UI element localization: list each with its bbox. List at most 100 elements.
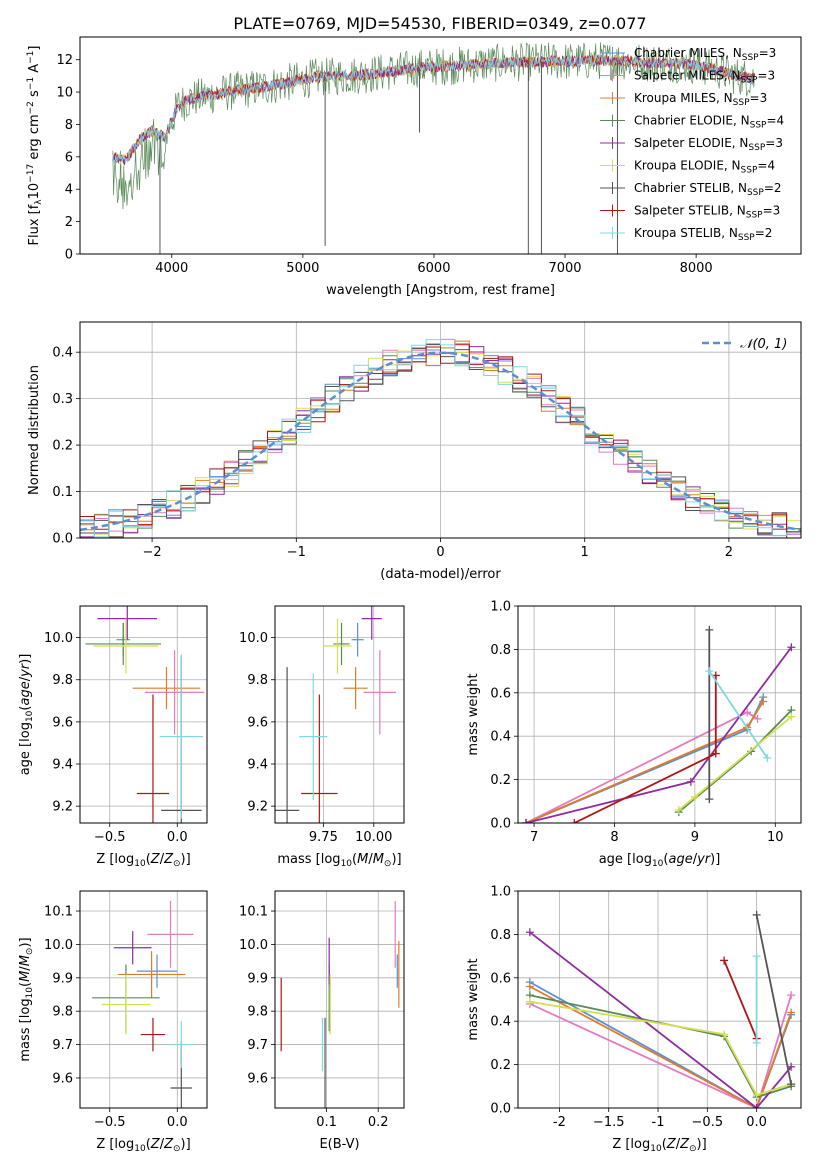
- plot-area-spectrum: [112, 42, 755, 254]
- weight-marker: [720, 1030, 729, 1039]
- errorbar-point: [132, 667, 201, 710]
- legend-entry-sub: SSP: [742, 53, 759, 63]
- legend-entry-sub: SSP: [746, 211, 763, 221]
- errorbar-point: [144, 650, 205, 735]
- weight-marker: [752, 1090, 761, 1099]
- legend-entry-label: Chabrier MILES, N: [634, 46, 742, 60]
- y-tick-label: 9.8: [247, 1005, 268, 1020]
- axes-frame: [517, 605, 802, 824]
- panel-mass_vs_Z: −0.5 0.0 9.6 9.7 9.8 9.9 10.0 10.1 Z [log10(Z/Z⊙…: [18, 890, 208, 1154]
- panel-residual_hist: −2 −1 0 1 2 0.0 0.1 0.2 0.3 0.4 (data-model)/error…: [27, 321, 802, 582]
- y-tick-label: 0.0: [52, 532, 73, 547]
- errorbar-point: [140, 1017, 166, 1052]
- errorbar-point: [85, 622, 162, 665]
- errorbar-point: [343, 667, 368, 710]
- x-tick-label: 0.2: [368, 1115, 389, 1130]
- plot-area-mass_vs_Z: [92, 901, 194, 1108]
- legend-entry-count: =4: [766, 114, 784, 128]
- errorbar-point: [136, 694, 170, 823]
- y-tick-label: 9.9: [247, 971, 268, 986]
- legend-entry-sub: SSP: [741, 166, 758, 176]
- x-tick-label: −2: [143, 545, 162, 560]
- weight-marker: [752, 910, 761, 919]
- legend-entry-count: =3: [765, 136, 783, 150]
- legend-entry-count: =3: [763, 204, 781, 218]
- legend-entry-count: =3: [759, 46, 777, 60]
- y-tick-label: 8: [65, 118, 73, 133]
- y-tick-label: 9.8: [247, 673, 268, 688]
- plot-area-mass_vs_ebv: [280, 901, 400, 1108]
- weight-line: [529, 931, 792, 1108]
- legend-entry: Chabrier MILES, NSSP=3: [634, 46, 776, 63]
- weight-line: [723, 960, 758, 1039]
- x-tick-label: 0.0: [167, 1115, 188, 1130]
- legend-entry: Kroupa ELODIE, NSSP=4: [634, 159, 775, 176]
- legend-entry: 𝒩(0, 1): [740, 337, 787, 352]
- plot-area-weight_vs_age: [522, 625, 796, 823]
- y-tick-label: 0.1: [52, 485, 73, 500]
- y-axis-label: Flux [fλ10−17 erg cm−2 s−1 A−1]: [26, 46, 44, 246]
- weight-marker: [763, 753, 772, 762]
- x-tick-label: 1: [581, 545, 589, 560]
- weight-marker: [705, 625, 714, 634]
- y-tick-label: 9.2: [52, 800, 73, 815]
- plot-area-age_vs_mass: [275, 606, 396, 823]
- weight-marker: [753, 714, 762, 723]
- legend-entry-label: Salpeter MILES, N: [634, 69, 741, 83]
- legend-entry-sub: SSP: [748, 143, 765, 153]
- weight-marker: [525, 997, 534, 1006]
- normal-curve: [80, 351, 801, 532]
- legend-entry: Kroupa MILES, NSSP=3: [634, 91, 767, 108]
- panel-weight_vs_age: 7 8 9 10 0.0 0.2 0.4 0.6 0.8 1.0 age [log10(age/yr…: [466, 600, 802, 869]
- legend-entry-count: =3: [750, 91, 768, 105]
- y-tick-label: 2: [65, 215, 73, 230]
- plot-area-weight_vs_Z: [525, 910, 796, 1108]
- y-tick-label: 9.7: [52, 1038, 73, 1053]
- weight-marker: [787, 712, 796, 721]
- y-tick-label: 9.4: [52, 758, 73, 773]
- x-tick-label: 7000: [548, 261, 581, 276]
- legend-entry-count: =4: [757, 159, 775, 173]
- axes-frame: [517, 890, 802, 1109]
- x-tick-label: 5000: [286, 261, 319, 276]
- figure-title: PLATE=0769, MJD=54530, FIBERID=0349, z=0…: [233, 14, 646, 33]
- y-axis-label: mass [log10(M/M⊙)]: [18, 937, 35, 1061]
- y-tick-label: 0.2: [490, 773, 511, 788]
- errorbar-point: [299, 673, 328, 800]
- x-tick-label: −0.5: [94, 1115, 126, 1130]
- x-tick-label: 9.75: [309, 830, 338, 845]
- weight-marker: [743, 708, 752, 717]
- legend-entry-sub: SSP: [750, 121, 767, 131]
- x-tick-label: 0.0: [746, 1115, 767, 1130]
- weight-marker: [787, 1008, 796, 1017]
- errorbar-point: [323, 618, 352, 674]
- errorbar-point: [351, 622, 364, 657]
- plot-area-residual_hist: [80, 338, 801, 538]
- y-tick-label: 0.4: [490, 730, 511, 745]
- y-tick-label: 0.6: [490, 971, 511, 986]
- axes-frame: [79, 36, 802, 255]
- errorbar-point: [93, 618, 159, 674]
- errorbar-point: [117, 951, 186, 998]
- x-tick-label: -2: [553, 1115, 566, 1130]
- x-axis-label: mass [log10(M/M⊙)]: [277, 852, 401, 869]
- y-tick-label: 6: [65, 150, 73, 165]
- weight-line: [525, 696, 765, 823]
- legend-entry: Salpeter STELIB, NSSP=3: [634, 204, 780, 221]
- x-axis-label: (data-model)/error: [380, 567, 501, 582]
- weight-line: [529, 1000, 792, 1097]
- x-axis-label: Z [log10(Z/Z⊙)]: [612, 1137, 706, 1154]
- weight-marker: [522, 819, 531, 823]
- spectrum-line: [112, 54, 755, 165]
- y-tick-label: 4: [65, 183, 73, 198]
- x-axis-label: wavelength [Angstrom, rest frame]: [326, 283, 555, 298]
- weight-marker: [752, 1104, 761, 1108]
- y-tick-label: 0.8: [490, 643, 511, 658]
- y-tick-label: 0.4: [52, 346, 73, 361]
- axes-frame: [79, 890, 208, 1109]
- legend-entry-label: Chabrier ELODIE, N: [634, 114, 750, 128]
- legend-entry-label: Kroupa ELODIE, N: [634, 159, 741, 173]
- errorbar-point: [113, 931, 152, 965]
- y-tick-label: 9.7: [247, 1038, 268, 1053]
- x-tick-label: 10.00: [355, 830, 392, 845]
